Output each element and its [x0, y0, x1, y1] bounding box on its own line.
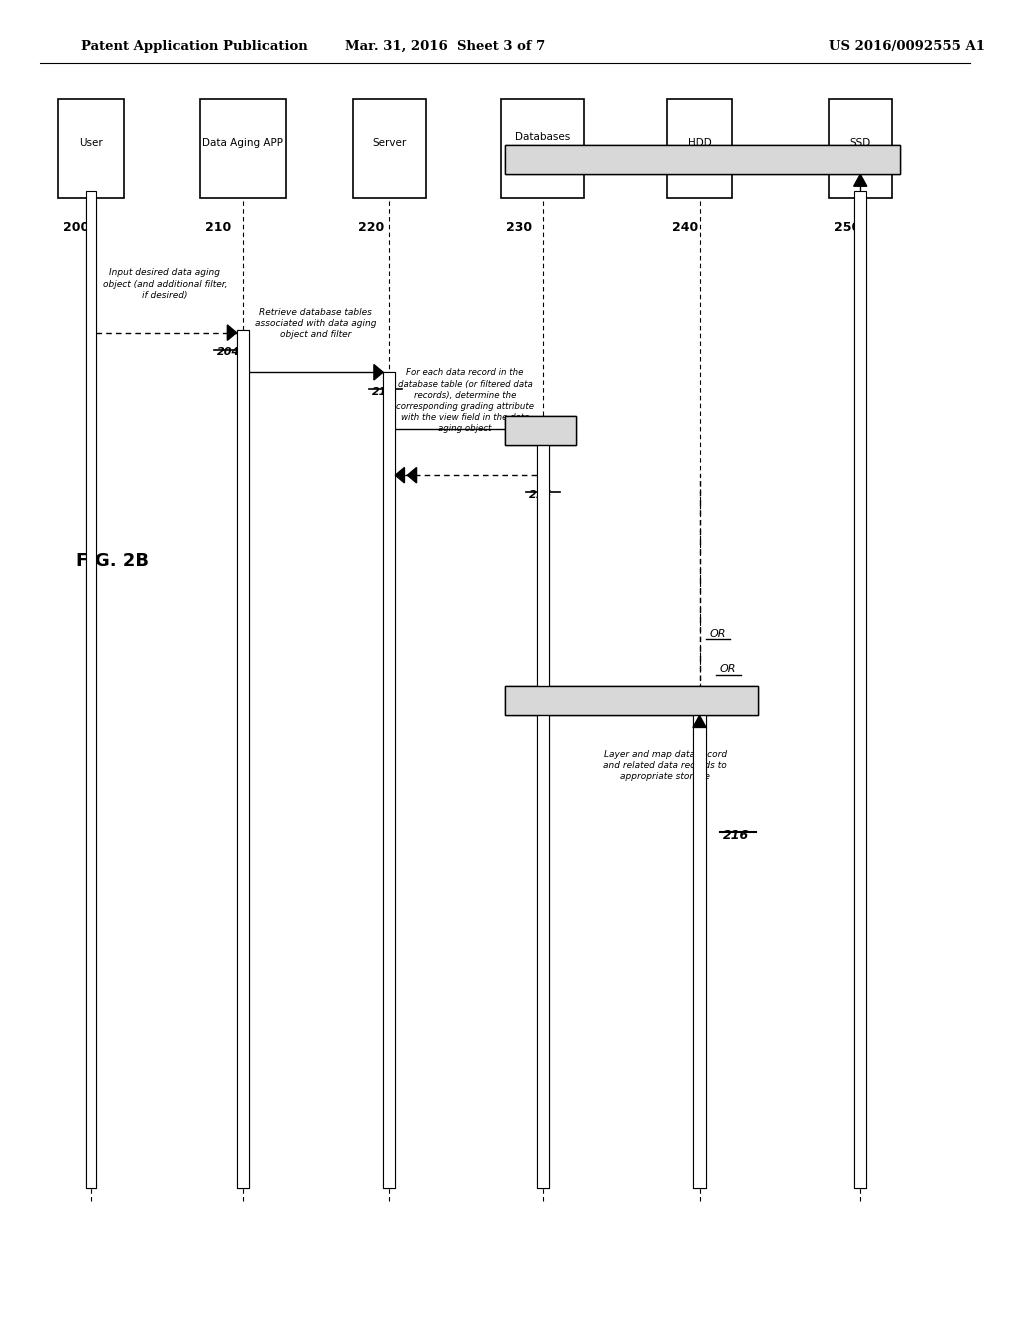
Bar: [383, 372, 395, 1188]
Bar: [237, 330, 249, 1188]
Text: Server: Server: [372, 139, 407, 148]
Bar: [58, 99, 124, 198]
Bar: [200, 99, 286, 198]
Text: User: User: [79, 139, 102, 148]
Bar: [237, 330, 249, 1188]
Bar: [828, 99, 892, 198]
Bar: [854, 191, 866, 1188]
Text: US 2016/0092555 A1: US 2016/0092555 A1: [828, 40, 985, 53]
Text: Retrieve database tables
associated with data aging
object and filter: Retrieve database tables associated with…: [255, 308, 376, 339]
Bar: [506, 686, 758, 715]
Text: OR: OR: [710, 628, 726, 639]
Text: 216: 216: [723, 829, 749, 842]
Polygon shape: [227, 325, 237, 341]
Bar: [667, 99, 732, 198]
Bar: [86, 191, 96, 1188]
Text: OR: OR: [720, 664, 736, 675]
Bar: [383, 372, 395, 1188]
Text: For each data record in the
database table (or filtered data
records), determine: For each data record in the database tab…: [396, 368, 534, 433]
Text: 210: 210: [205, 220, 231, 234]
Polygon shape: [408, 467, 417, 483]
Text: Layer and map data record
and related data records to
appropriate storage: Layer and map data record and related da…: [603, 750, 727, 781]
Text: SSD: SSD: [850, 139, 870, 148]
Text: Databases
(RAM): Databases (RAM): [515, 132, 570, 154]
Polygon shape: [693, 715, 707, 727]
Bar: [693, 700, 706, 1188]
Bar: [693, 700, 706, 1188]
Polygon shape: [374, 364, 383, 380]
Text: HDD: HDD: [688, 139, 712, 148]
Bar: [537, 429, 549, 1188]
Text: 200: 200: [63, 220, 89, 234]
Text: 250: 250: [834, 220, 860, 234]
Text: 240: 240: [672, 220, 698, 234]
Text: Mar. 31, 2016  Sheet 3 of 7: Mar. 31, 2016 Sheet 3 of 7: [345, 40, 545, 53]
Polygon shape: [395, 467, 404, 483]
Text: 230: 230: [507, 220, 532, 234]
Text: Patent Application Publication: Patent Application Publication: [81, 40, 307, 53]
Bar: [506, 145, 900, 174]
Bar: [854, 191, 866, 1188]
Bar: [86, 191, 96, 1188]
Bar: [537, 429, 549, 1188]
Text: FIG. 2B: FIG. 2B: [76, 552, 148, 570]
Text: 220: 220: [357, 220, 384, 234]
Polygon shape: [527, 421, 537, 437]
Bar: [506, 686, 758, 715]
Bar: [353, 99, 426, 198]
Bar: [506, 416, 577, 445]
Bar: [506, 145, 900, 174]
Bar: [502, 99, 585, 198]
Text: 215: 215: [528, 490, 552, 500]
Text: 214: 214: [372, 387, 395, 397]
Text: Data Aging APP: Data Aging APP: [202, 139, 283, 148]
Bar: [506, 416, 577, 445]
Text: Input desired data aging
object (and additional filter,
if desired): Input desired data aging object (and add…: [102, 268, 227, 300]
Text: 204: 204: [217, 347, 241, 358]
Polygon shape: [854, 174, 866, 186]
